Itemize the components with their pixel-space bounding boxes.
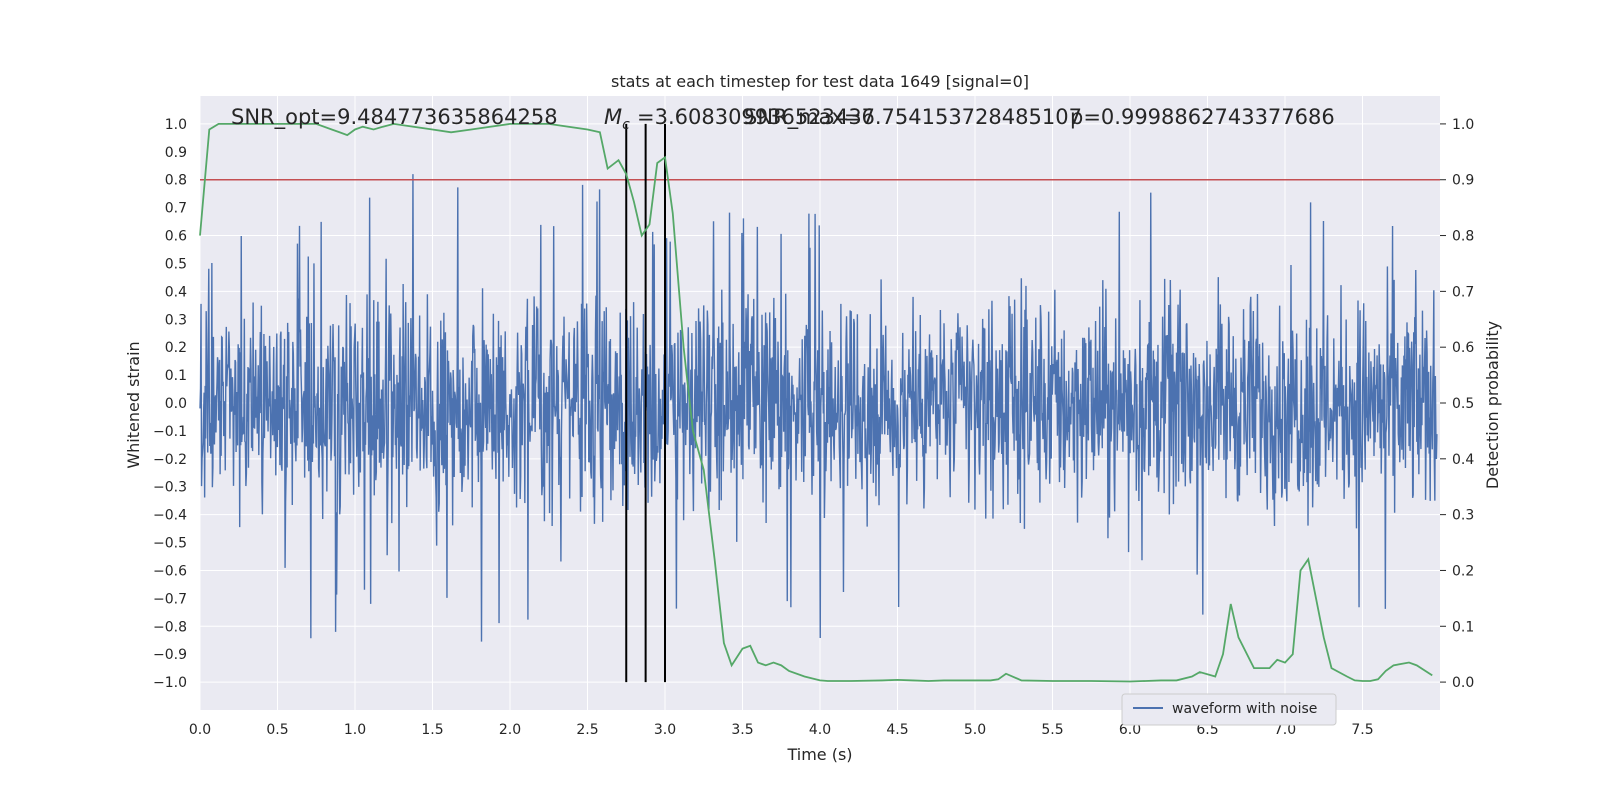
y-tick-label: −0.2 (153, 452, 187, 468)
x-tick-label: 6.0 (1119, 722, 1141, 738)
legend: waveform with noise (1121, 693, 1337, 726)
legend-box (1121, 693, 1337, 726)
y-tick-label: −0.4 (153, 508, 187, 524)
x-tick-label: 7.5 (1351, 722, 1373, 738)
chart-title: stats at each timestep for test data 164… (611, 72, 1029, 91)
annotation-mc: =3.608309936523437 (637, 105, 875, 129)
y-tick-label: 0.1 (165, 368, 187, 384)
x-tick-label: 0.0 (189, 722, 211, 738)
y-tick-label: 0.4 (165, 284, 187, 300)
annotation-p: p=0.9998862743377686 (1070, 105, 1335, 129)
y2-tick-label: 0.8 (1452, 229, 1474, 245)
y-tick-label: −0.3 (153, 480, 187, 496)
y-tick-label: 0.6 (165, 229, 187, 245)
x-tick-label: 3.0 (654, 722, 676, 738)
y-tick-label: −1.0 (153, 675, 187, 691)
y-tick-label: −0.7 (153, 591, 187, 607)
x-tick-label: 1.0 (344, 722, 366, 738)
y2-tick-label: 0.3 (1452, 508, 1474, 524)
x-tick-label: 2.0 (499, 722, 521, 738)
y-tick-label: 1.0 (165, 117, 187, 133)
y-tick-label: −0.8 (153, 619, 187, 635)
x-tick-label: 2.5 (576, 722, 598, 738)
y-tick-label: 0.0 (165, 396, 187, 412)
y2-tick-label: 0.7 (1452, 284, 1474, 300)
y2-tick-label: 0.5 (1452, 396, 1474, 412)
y2-axis-title: Detection probability (1483, 321, 1502, 489)
y-tick-label: −0.6 (153, 563, 187, 579)
probability-series (199, 122, 1433, 683)
y-tick-label: −0.1 (153, 424, 187, 440)
y2-tick-label: 0.1 (1452, 619, 1474, 635)
y2-tick-label: 0.2 (1452, 563, 1474, 579)
y-tick-label: 0.2 (165, 340, 187, 356)
x-tick-label: 5.5 (1041, 722, 1063, 738)
y2-tick-label: 0.0 (1452, 675, 1474, 691)
y2-axis-ticks: 1.0 0.9 0.8 0.7 0.6 0.5 0.4 0.3 0.2 0.1 0.0 (1440, 117, 1474, 691)
y-tick-label: −0.9 (153, 647, 187, 663)
y-axis-title: Whitened strain (124, 341, 143, 468)
y-tick-label: −0.5 (153, 536, 187, 552)
probability-line (199, 122, 1433, 683)
x-tick-label: 1.5 (421, 722, 443, 738)
x-tick-label: 0.5 (266, 722, 288, 738)
annotation-snr-opt: SNR_opt=9.484773635864258 (231, 105, 558, 130)
y2-tick-label: 0.6 (1452, 340, 1474, 356)
x-tick-label: 4.5 (886, 722, 908, 738)
y-tick-label: 0.7 (165, 201, 187, 217)
x-tick-label: 6.5 (1196, 722, 1218, 738)
x-axis-ticks: 0.0 0.5 1.0 1.5 2.0 2.5 3.0 3.5 4.0 4.5 5.0 5.5 6.0 6… (189, 722, 1374, 738)
x-tick-label: 3.5 (731, 722, 753, 738)
x-tick-label: 4.0 (809, 722, 831, 738)
waveform-line (199, 174, 1438, 642)
y-tick-label: 0.5 (165, 256, 187, 272)
overlay-lines (200, 123, 1440, 683)
x-axis-title: Time (s) (786, 745, 852, 764)
x-tick-label: 5.0 (964, 722, 986, 738)
y2-tick-label: 0.9 (1452, 173, 1474, 189)
y-tick-label: 0.3 (165, 312, 187, 328)
legend-label-waveform: waveform with noise (1172, 701, 1317, 717)
annotation-snr-max: SNR_max=6.754153728485107 (744, 105, 1082, 130)
y-axis-ticks: 1.0 0.9 0.8 0.7 0.6 0.5 0.4 0.3 0.2 0.1 0.0 −0.1 −0.… (153, 117, 187, 691)
y2-tick-label: 1.0 (1452, 117, 1474, 133)
x-tick-label: 7.0 (1274, 722, 1296, 738)
y-tick-label: 0.8 (165, 173, 187, 189)
y-tick-label: 0.9 (165, 145, 187, 161)
waveform-series (199, 174, 1438, 642)
y2-tick-label: 0.4 (1452, 452, 1474, 468)
